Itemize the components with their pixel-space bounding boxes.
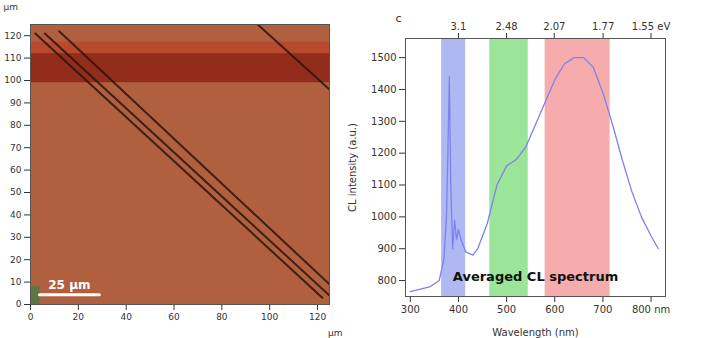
svg-text:500: 500 — [497, 304, 516, 315]
svg-text:25 µm: 25 µm — [48, 278, 90, 292]
svg-text:0: 0 — [28, 312, 34, 322]
svg-text:80: 80 — [216, 312, 228, 322]
svg-text:120: 120 — [4, 31, 21, 41]
svg-text:1.77: 1.77 — [592, 21, 614, 32]
svg-text:40: 40 — [10, 210, 22, 220]
svg-text:800 nm: 800 nm — [632, 304, 670, 315]
svg-text:60: 60 — [168, 312, 180, 322]
svg-text:1500: 1500 — [371, 52, 396, 63]
svg-text:120: 120 — [309, 312, 326, 322]
svg-text:10: 10 — [10, 277, 22, 287]
svg-text:Averaged CL spectrum: Averaged CL spectrum — [453, 269, 618, 284]
svg-text:100: 100 — [4, 75, 21, 85]
svg-text:900: 900 — [377, 243, 396, 254]
svg-text:90: 90 — [10, 98, 22, 108]
svg-text:80: 80 — [10, 120, 22, 130]
svg-text:µm: µm — [328, 328, 343, 338]
svg-text:1400: 1400 — [371, 84, 396, 95]
svg-text:2.48: 2.48 — [495, 21, 517, 32]
svg-text:20: 20 — [10, 255, 22, 265]
svg-text:µm: µm — [4, 2, 19, 12]
svg-text:Wavelength (nm): Wavelength (nm) — [492, 327, 578, 338]
svg-text:20: 20 — [73, 312, 85, 322]
svg-text:400: 400 — [449, 304, 468, 315]
svg-text:3.1: 3.1 — [450, 21, 466, 32]
svg-text:800: 800 — [377, 275, 396, 286]
svg-text:100: 100 — [261, 312, 278, 322]
svg-text:1300: 1300 — [371, 116, 396, 127]
svg-text:c: c — [396, 12, 402, 25]
svg-text:30: 30 — [10, 232, 22, 242]
svg-text:40: 40 — [120, 312, 132, 322]
svg-text:1000: 1000 — [371, 211, 396, 222]
svg-text:110: 110 — [4, 53, 21, 63]
svg-text:1100: 1100 — [371, 179, 396, 190]
svg-text:600: 600 — [545, 304, 564, 315]
svg-text:300: 300 — [401, 304, 420, 315]
svg-text:CL intensity (a.u.): CL intensity (a.u.) — [347, 123, 358, 212]
svg-text:0: 0 — [16, 299, 22, 309]
svg-text:1.55 eV: 1.55 eV — [632, 21, 671, 32]
svg-text:2.07: 2.07 — [543, 21, 565, 32]
svg-text:50: 50 — [10, 187, 22, 197]
svg-text:700: 700 — [593, 304, 612, 315]
svg-text:60: 60 — [10, 165, 22, 175]
svg-text:1200: 1200 — [371, 147, 396, 158]
svg-text:70: 70 — [10, 143, 22, 153]
